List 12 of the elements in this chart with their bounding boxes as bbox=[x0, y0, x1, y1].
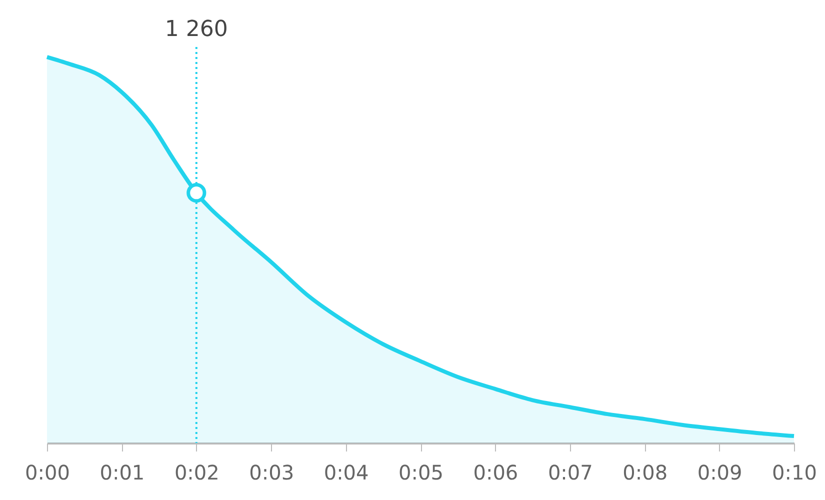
x-tick-label: 0:04 bbox=[324, 460, 369, 484]
x-tick-label: 0:10 bbox=[772, 460, 817, 484]
x-tick-label: 0:00 bbox=[25, 460, 70, 484]
x-tick-label: 0:06 bbox=[473, 460, 518, 484]
x-tick-label: 0:09 bbox=[697, 460, 742, 484]
x-tick-label: 0:01 bbox=[100, 460, 145, 484]
x-tick-label: 0:05 bbox=[398, 460, 444, 484]
x-tick-label: 0:02 bbox=[174, 460, 220, 484]
x-tick-label: 0:03 bbox=[249, 460, 294, 484]
text: 1 260 bbox=[164, 17, 228, 42]
x-tick-label: 0:08 bbox=[622, 460, 668, 484]
x-tick-label: 0:07 bbox=[548, 460, 593, 484]
